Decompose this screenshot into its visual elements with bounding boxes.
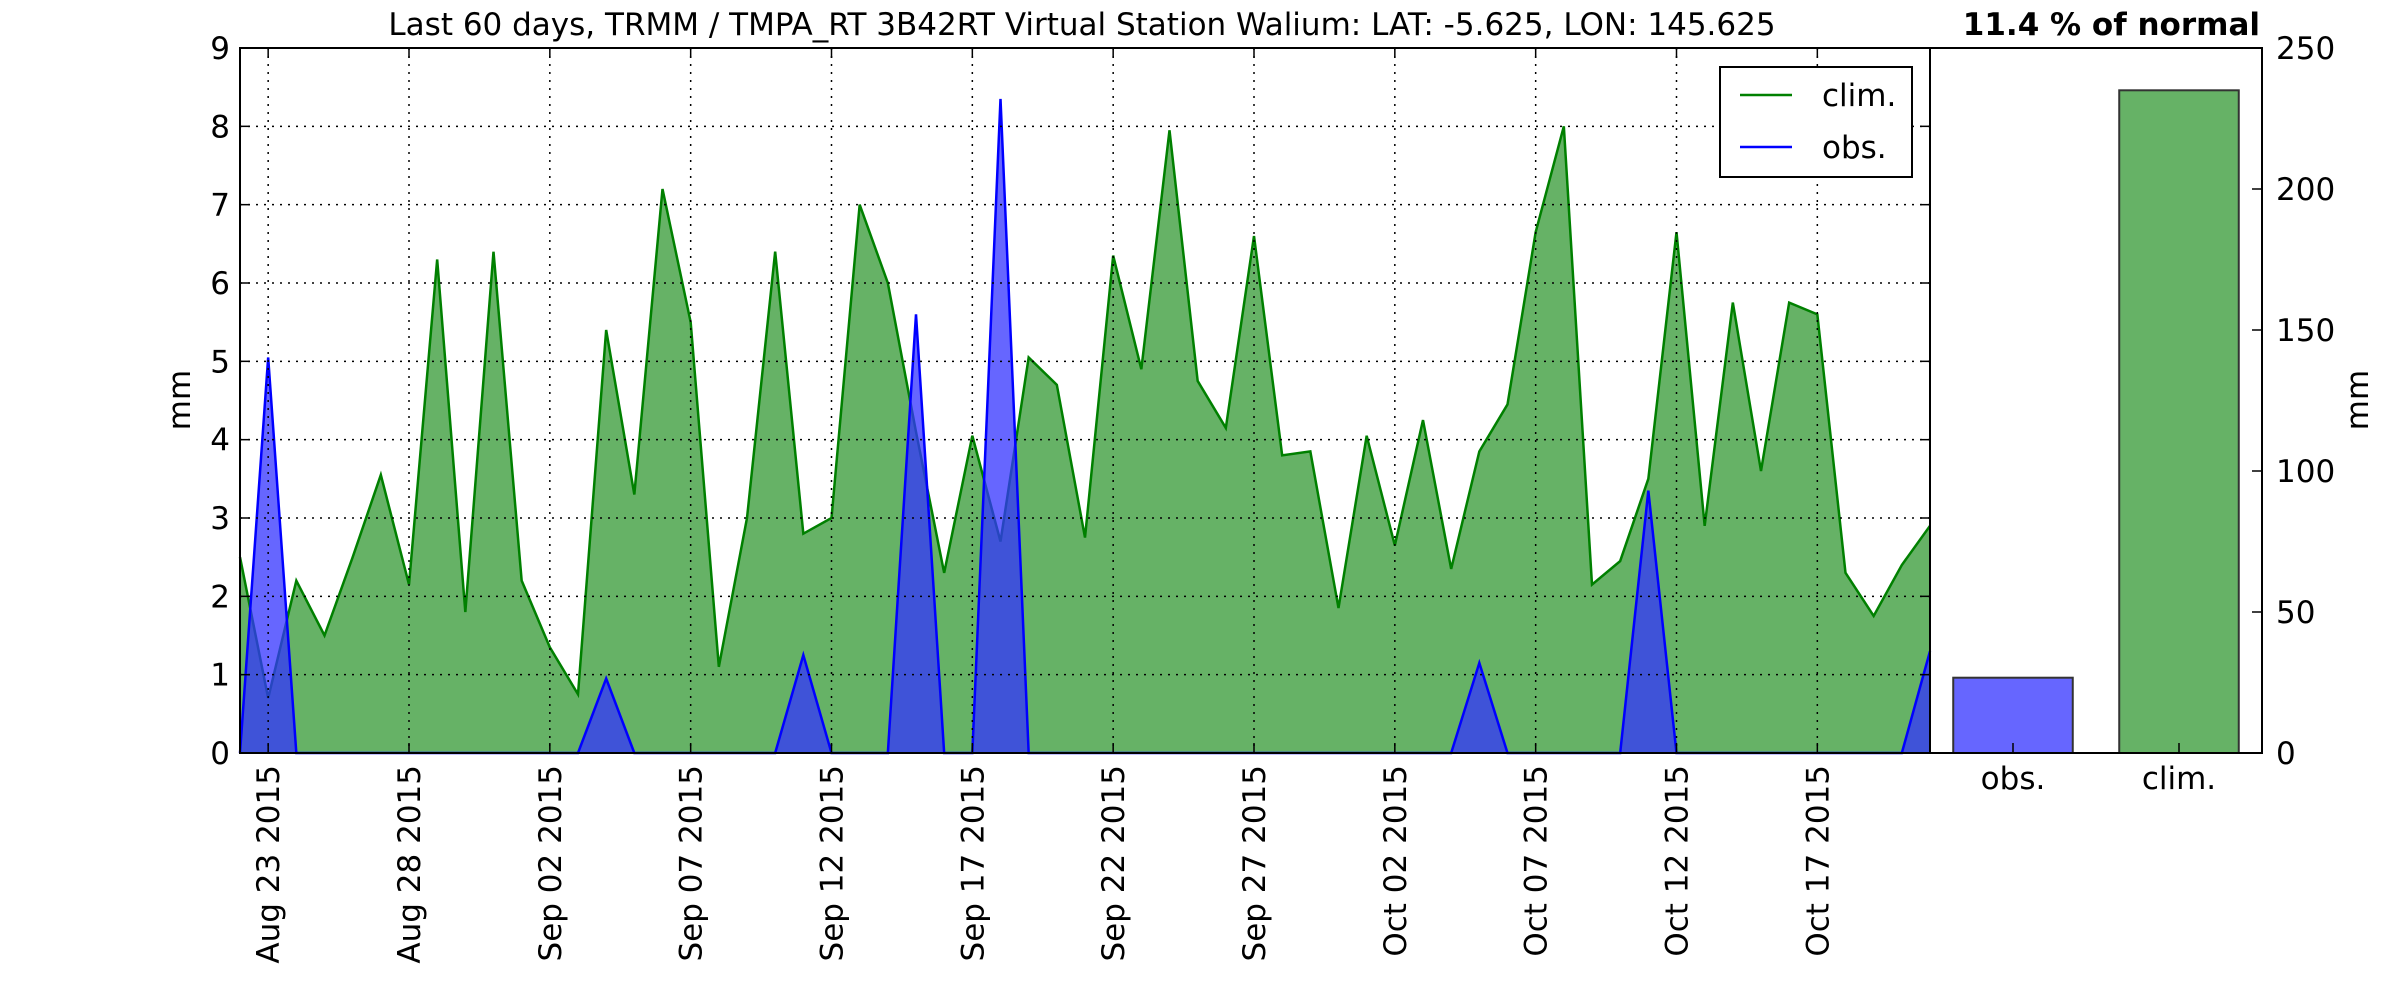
- right-y-tick-label: 100: [2276, 454, 2335, 490]
- x-tick-label: Sep 17 2015: [955, 765, 991, 961]
- right-y-axis-ticks: 0 50 100 150 200 250: [2252, 31, 2335, 772]
- right-y-tick-label: 200: [2276, 172, 2335, 208]
- bar-clim: [2118, 89, 2240, 755]
- legend-box: [1719, 66, 1913, 178]
- chart-title: Last 60 days, TRMM / TMPA_RT 3B42RT Virt…: [388, 7, 1775, 43]
- y-axis-label: mm: [162, 370, 198, 430]
- y-tick-label: 2: [210, 579, 230, 615]
- y-tick-label: 7: [210, 188, 230, 224]
- percent-of-normal: 11.4 % of normal: [1963, 7, 2260, 43]
- x-tick-label: Oct 07 2015: [1519, 765, 1555, 957]
- y-tick-label: 0: [210, 736, 230, 772]
- bar-category-label: clim.: [2142, 761, 2216, 797]
- right-y-tick-label: 150: [2276, 313, 2335, 349]
- legend-label-clim: clim.: [1822, 78, 1896, 114]
- total-rainfall-plot: 0 50 100 150 200 250 obs. clim. mm: [1929, 31, 2376, 797]
- x-tick-label: Oct 17 2015: [1800, 765, 1836, 957]
- y-tick-label: 3: [210, 501, 230, 537]
- x-tick-label: Sep 07 2015: [674, 765, 710, 961]
- bar-category-labels: obs. clim.: [1981, 743, 2216, 797]
- x-tick-label: Sep 02 2015: [533, 765, 569, 961]
- x-axis-ticks: Aug 23 2015 Aug 28 2015 Sep 02 2015 Sep 07 …: [251, 48, 1836, 964]
- x-tick-label: Sep 12 2015: [815, 765, 851, 961]
- bar-obs: [1952, 676, 2074, 754]
- right-y-axis-label: mm: [2340, 370, 2376, 430]
- y-tick-label: 1: [210, 658, 230, 694]
- right-y-tick-label: 250: [2276, 31, 2335, 67]
- x-tick-label: Sep 22 2015: [1096, 765, 1132, 961]
- y-tick-label: 5: [210, 344, 230, 380]
- daily-rainfall-plot: 0 1 2 3 4 5 6 7 8 9 Aug 23 2015 Aug 28 2015 Sep 02 …: [162, 31, 1932, 964]
- x-tick-label: Oct 02 2015: [1378, 765, 1414, 957]
- total-bars: [1952, 89, 2240, 755]
- grid-lines: [240, 47, 1930, 754]
- legend-label-obs: obs.: [1822, 130, 1887, 166]
- line-clim: [238, 126, 1932, 699]
- legend: clim. obs.: [1719, 66, 1913, 178]
- area-clim: [240, 126, 1930, 753]
- x-tick-label: Sep 27 2015: [1237, 765, 1273, 961]
- x-tick-label: Aug 23 2015: [251, 765, 287, 964]
- y-tick-label: 9: [210, 31, 230, 67]
- bar-category-label: obs.: [1981, 761, 2046, 797]
- x-tick-label: Aug 28 2015: [392, 765, 428, 964]
- y-axis-ticks: 0 1 2 3 4 5 6 7 8 9: [210, 31, 1930, 772]
- right-y-tick-label: 50: [2276, 595, 2315, 631]
- x-tick-label: Oct 12 2015: [1660, 765, 1696, 957]
- y-tick-label: 6: [210, 266, 230, 302]
- y-tick-label: 4: [210, 423, 230, 459]
- bar-plot-frame: [1929, 47, 2263, 754]
- right-y-tick-label: 0: [2276, 736, 2296, 772]
- y-tick-label: 8: [210, 109, 230, 145]
